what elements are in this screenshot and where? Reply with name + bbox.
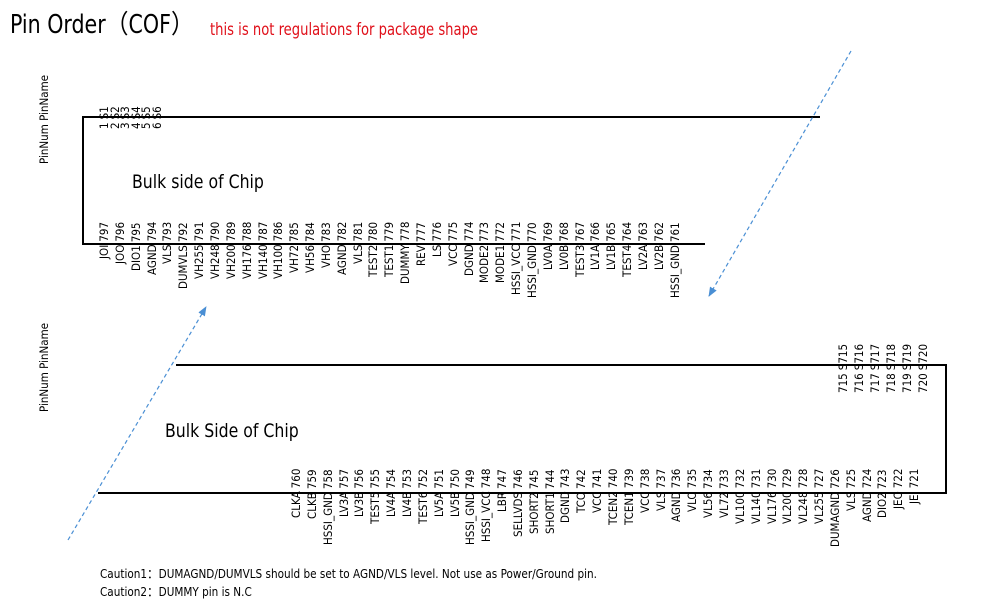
caution-2: Caution2：DUMMY pin is N.C — [100, 584, 252, 599]
caution-1: Caution1：DUMAGND/DUMVLS should be set to… — [100, 566, 597, 581]
chip-top-outline — [82, 116, 820, 245]
chip-bottom-outline — [98, 364, 947, 494]
chip-top-bulk-label: Bulk side of Chip — [132, 171, 264, 193]
page-title: Pin Order（COF） — [10, 10, 194, 40]
shape-disclaimer-note: this is not regulations for package shap… — [210, 20, 479, 40]
continuation-arrow-left — [67, 306, 207, 541]
chip-bottom-bulk-label: Bulk Side of Chip — [165, 420, 299, 442]
continuation-arrow-right — [708, 50, 852, 297]
